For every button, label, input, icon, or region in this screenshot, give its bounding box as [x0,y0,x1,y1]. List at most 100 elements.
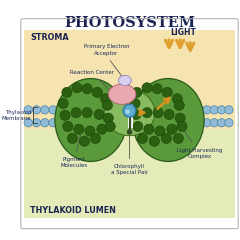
Text: Light Harvesting
Complex: Light Harvesting Complex [177,120,222,159]
Circle shape [109,106,118,114]
Circle shape [174,100,184,110]
Circle shape [79,136,90,146]
Circle shape [58,98,68,108]
Circle shape [203,119,211,127]
Circle shape [62,87,72,97]
Circle shape [142,108,152,118]
Circle shape [217,119,226,127]
Circle shape [123,104,136,117]
Circle shape [175,113,185,123]
Ellipse shape [55,78,127,162]
Circle shape [32,119,41,127]
Circle shape [152,84,162,94]
Circle shape [101,94,111,104]
Circle shape [109,119,118,127]
Circle shape [92,119,100,127]
Circle shape [90,133,101,144]
Circle shape [153,108,163,118]
Circle shape [179,119,187,127]
Circle shape [153,106,161,114]
Circle shape [144,106,153,114]
Circle shape [71,108,81,118]
Circle shape [153,119,161,127]
Circle shape [225,119,233,127]
Circle shape [74,119,83,127]
Circle shape [162,87,172,97]
Circle shape [136,106,144,114]
Circle shape [125,109,130,114]
Circle shape [133,121,143,132]
Circle shape [41,106,49,114]
Circle shape [131,109,141,120]
Circle shape [149,136,159,146]
Circle shape [94,109,104,120]
Circle shape [83,119,91,127]
Circle shape [130,98,140,108]
Circle shape [142,83,152,93]
Circle shape [127,106,135,114]
Text: STROMA: STROMA [30,33,69,42]
Circle shape [210,119,218,127]
Text: Primary Electron
Acceptor: Primary Electron Acceptor [84,44,129,78]
Circle shape [24,106,32,114]
Circle shape [177,121,187,132]
Circle shape [132,87,142,97]
Circle shape [217,106,226,114]
Circle shape [83,106,91,114]
Circle shape [101,106,109,114]
Circle shape [32,106,41,114]
FancyBboxPatch shape [24,30,235,129]
Text: Pigment
Molecules: Pigment Molecules [61,132,88,168]
Circle shape [105,121,115,132]
Circle shape [179,106,187,114]
Circle shape [127,119,135,127]
Circle shape [136,119,144,127]
Circle shape [41,119,49,127]
Circle shape [195,119,204,127]
Circle shape [57,119,66,127]
Circle shape [63,121,73,132]
Ellipse shape [108,84,136,104]
Circle shape [167,124,177,134]
Circle shape [210,106,218,114]
Circle shape [24,119,32,127]
Circle shape [188,106,196,114]
Circle shape [144,119,153,127]
Ellipse shape [104,90,155,136]
Circle shape [66,106,74,114]
Circle shape [144,124,154,134]
Circle shape [66,119,74,127]
Circle shape [172,94,182,104]
Circle shape [127,129,132,135]
Circle shape [203,106,211,114]
Circle shape [118,119,126,127]
Text: PHOTOSYSTEM: PHOTOSYSTEM [64,16,195,30]
Circle shape [72,83,82,93]
Circle shape [49,106,57,114]
Circle shape [225,106,233,114]
Circle shape [74,124,84,134]
Circle shape [82,108,92,118]
Circle shape [57,106,66,114]
Circle shape [66,106,74,114]
Circle shape [155,126,165,136]
Text: LIGHT: LIGHT [170,28,196,37]
Circle shape [92,87,102,97]
Circle shape [60,110,70,120]
Text: Reaction Center: Reaction Center [70,70,114,92]
Circle shape [161,133,171,144]
Ellipse shape [119,75,131,85]
Circle shape [162,119,170,127]
Text: Chlorophyll
a Special Pair: Chlorophyll a Special Pair [111,120,148,175]
Circle shape [66,119,74,127]
Circle shape [103,113,113,123]
Ellipse shape [132,78,204,162]
Circle shape [101,119,109,127]
Circle shape [85,126,95,136]
Circle shape [137,133,147,144]
Circle shape [173,133,183,144]
Circle shape [170,119,179,127]
Circle shape [49,119,57,127]
Circle shape [118,106,126,114]
Circle shape [162,106,170,114]
